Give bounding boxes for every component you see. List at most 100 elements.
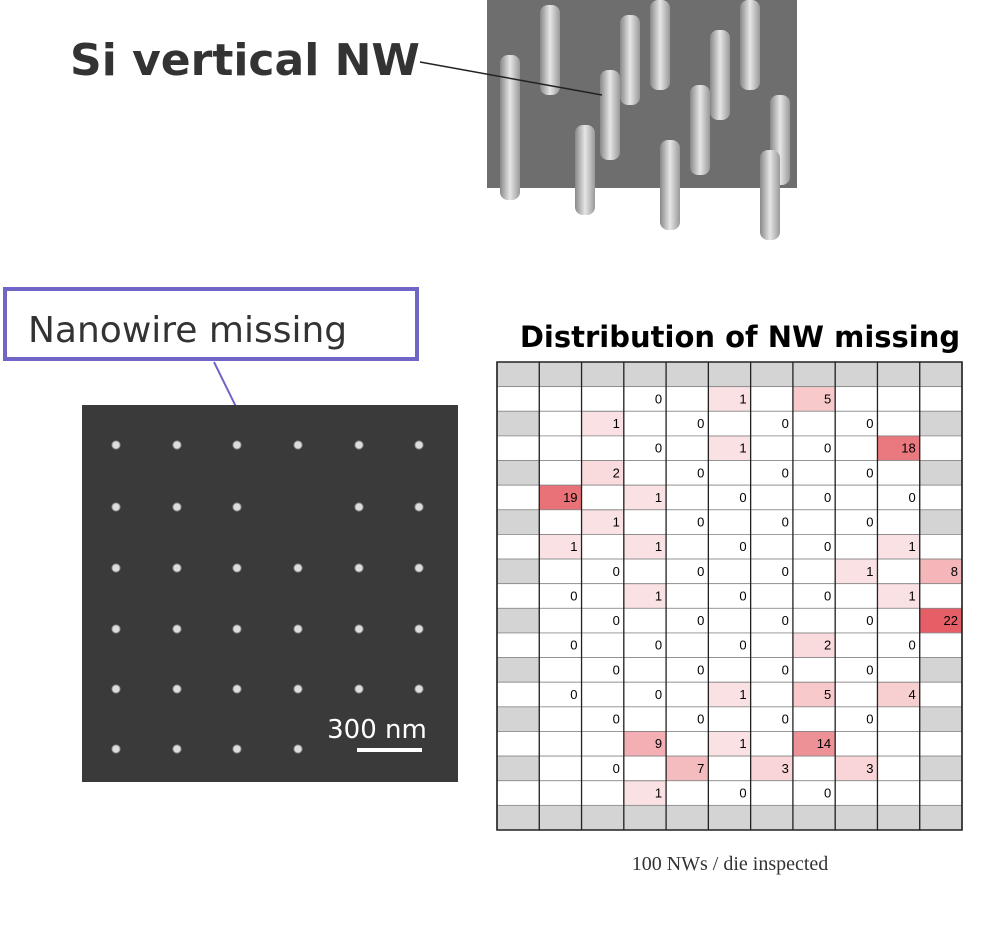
die-count: 1: [866, 564, 873, 579]
grid-cell: [665, 731, 709, 757]
die-count: 1: [613, 515, 620, 530]
nanowire-dot: [354, 502, 364, 512]
pillar: [575, 125, 595, 215]
grid-cell: [877, 780, 921, 806]
nanowire-dot: [414, 624, 424, 634]
grid-cell: [707, 731, 752, 757]
grid-cell: [792, 410, 836, 437]
nanowire-dot: [414, 563, 424, 573]
die-count: 1: [655, 588, 662, 603]
grid-cell: [623, 755, 667, 782]
die-count: 0: [570, 638, 577, 653]
grid-cell: [834, 731, 878, 757]
grid-cell: [581, 657, 625, 683]
grid-cell: [877, 681, 921, 708]
grid-cell: [581, 607, 625, 634]
grid-cell: [792, 780, 836, 806]
grid-cell: [665, 435, 709, 461]
die-count: 0: [655, 441, 662, 456]
grid-cell: [792, 484, 836, 511]
die-count: 0: [739, 490, 746, 505]
die-count: 1: [908, 588, 915, 603]
nanowire-dot: [293, 440, 303, 450]
grid-cell: [538, 755, 582, 782]
grid-cell: [919, 534, 963, 560]
grid-cell: [623, 607, 667, 634]
grid-cell: [750, 534, 794, 560]
die-count: 0: [739, 638, 746, 653]
pillar: [760, 150, 780, 240]
die-count: 1: [613, 416, 620, 431]
grid-cell: [919, 558, 963, 585]
grid-cell: [919, 361, 963, 388]
grid-cell: [834, 632, 878, 658]
grid-cell: [877, 755, 921, 782]
grid-cell: [581, 632, 625, 658]
grid-cell: [581, 534, 625, 560]
grid-cell: [707, 386, 752, 412]
nanowire-dot: [354, 563, 364, 573]
grid-cell: [665, 657, 709, 683]
grid-cell: [623, 706, 667, 732]
die-count: 0: [697, 416, 704, 431]
die-count: 1: [655, 490, 662, 505]
grid-cell: [538, 435, 582, 461]
grid-cell: [581, 435, 625, 461]
die-count: 1: [739, 736, 746, 751]
grid-cell: [581, 780, 625, 806]
grid-cell: [792, 460, 836, 486]
die-count: 7: [697, 761, 704, 776]
die-count: 1: [739, 441, 746, 456]
grid-cell: [919, 410, 963, 437]
grid-cell: [665, 361, 709, 388]
die-count: 4: [908, 687, 915, 702]
die-grid: 0 1 51 0 0 00 1 0 182 0 0 019 1 0 0 01 0 0 01 1 0 0 10 0 0 1 80 1 0 0…: [496, 361, 963, 831]
nanowire-dot: [232, 502, 242, 512]
grid-cell: [496, 361, 540, 388]
grid-cell: [707, 534, 752, 560]
die-count: 0: [697, 515, 704, 530]
grid-cell: [496, 509, 540, 535]
grid-cell: [707, 435, 752, 461]
die-count: 8: [951, 564, 958, 579]
pointer-line: [419, 61, 603, 96]
grid-cell: [538, 509, 582, 535]
grid-cell: [496, 410, 540, 437]
grid-cell: [834, 755, 878, 782]
grid-cell: [919, 460, 963, 486]
grid-cell: [750, 386, 794, 412]
pillar: [740, 0, 760, 90]
nanowire-dot: [111, 744, 121, 754]
grid-cell: [665, 607, 709, 634]
grid-cell: [538, 657, 582, 683]
grid-cell: [581, 509, 625, 535]
nanowire-dot: [111, 502, 121, 512]
pillar: [710, 30, 730, 120]
nanowire-dot: [414, 440, 424, 450]
grid-cell: [919, 681, 963, 708]
grid-cell: [750, 681, 794, 708]
grid-border: [496, 361, 963, 831]
grid-cell: [919, 731, 963, 757]
die-count: 0: [613, 564, 620, 579]
grid-cell: [707, 484, 752, 511]
die-count: 0: [613, 712, 620, 727]
die-count: 1: [570, 539, 577, 554]
nanowire-dot: [172, 684, 182, 694]
grid-cell: [496, 386, 540, 412]
pillar: [690, 85, 710, 175]
grid-cell: [792, 534, 836, 560]
grid-cell: [538, 632, 582, 658]
die-count: 5: [824, 687, 831, 702]
scale-label: 300 nm: [327, 715, 427, 745]
die-count: 0: [782, 515, 789, 530]
die-count: 0: [866, 465, 873, 480]
die-count: 0: [655, 687, 662, 702]
grid-cell: [665, 681, 709, 708]
grid-cell: [707, 583, 752, 609]
grid-cell: [496, 435, 540, 461]
grid-cell: [665, 509, 709, 535]
grid-cell: [750, 484, 794, 511]
nanowire-dot: [354, 624, 364, 634]
